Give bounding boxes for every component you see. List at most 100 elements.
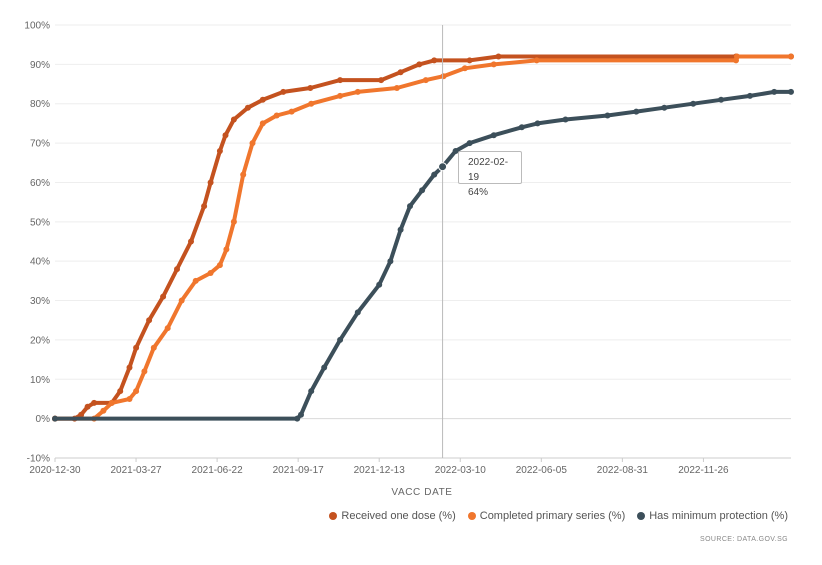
data-point [141, 368, 148, 375]
data-point [337, 77, 344, 84]
series-line [53, 54, 793, 421]
data-point [633, 108, 640, 115]
x-tick-label: 2020-12-30 [29, 465, 81, 476]
data-point [431, 57, 438, 64]
data-point [466, 57, 473, 64]
data-point [174, 266, 180, 273]
series-line [53, 89, 793, 421]
data-point [52, 415, 58, 422]
series-2 [52, 53, 794, 422]
legend-swatch-has-minimum-protection [637, 512, 646, 520]
data-point [440, 73, 447, 80]
axes: -10% 0% 10% 20% 30% 40% 50% 60% 70% 80% 90% 100% 202… [24, 21, 791, 476]
data-point [126, 396, 133, 402]
tooltip-date: 2022-02-19 [468, 157, 509, 183]
data-point [133, 344, 140, 351]
y-tick-label: 70% [30, 139, 50, 150]
data-point [230, 218, 237, 225]
x-tick-label: 2021-06-22 [192, 465, 244, 476]
data-point [321, 364, 328, 371]
hover-cursor [438, 25, 448, 458]
data-point [146, 317, 153, 324]
data-point [407, 203, 413, 210]
data-point [354, 309, 361, 316]
data-point [562, 116, 569, 123]
data-point [771, 88, 778, 95]
data-point [222, 132, 229, 139]
y-tick-label: 90% [30, 60, 50, 71]
data-point [207, 270, 214, 276]
data-point [376, 281, 383, 288]
data-point [533, 57, 540, 64]
data-point [150, 344, 157, 351]
data-point [192, 277, 199, 284]
data-point [378, 77, 385, 84]
data-point [419, 187, 426, 194]
legend-swatch-completed-primary-series [467, 512, 476, 520]
data-point [160, 293, 167, 300]
x-tick-label: 2022-11-26 [678, 465, 729, 476]
x-tick-label: 2021-09-17 [273, 465, 325, 476]
data-point [298, 411, 304, 418]
data-point [416, 61, 423, 68]
data-point [747, 92, 753, 99]
data-point [216, 262, 223, 269]
data-point [117, 388, 124, 395]
x-axis-title: VACC DATE [391, 487, 452, 498]
data-point [178, 297, 185, 304]
data-point [249, 140, 256, 147]
data-point [288, 108, 295, 115]
data-point [661, 104, 668, 111]
data-point [422, 77, 429, 84]
data-point [259, 96, 266, 103]
data-point [490, 132, 497, 139]
data-point [354, 88, 361, 95]
y-tick-label: 30% [30, 296, 50, 307]
data-point [431, 171, 438, 178]
data-point [397, 69, 404, 76]
data-point [495, 53, 502, 60]
legend-item-has-minimum-protection[interactable]: Has minimum protection (%) [637, 510, 788, 522]
y-tick-label: 80% [30, 99, 50, 110]
data-point [490, 61, 497, 68]
y-tick-label: 60% [30, 178, 50, 189]
y-tick-label: 40% [30, 257, 50, 268]
data-point [518, 124, 525, 131]
x-tick-label: 2022-08-31 [597, 465, 649, 476]
legend-swatch-received-one-dose [329, 512, 338, 520]
data-point [201, 203, 208, 210]
y-tick-label: 20% [30, 335, 50, 346]
legend-item-completed-primary-series[interactable]: Completed primary series (%) [467, 510, 626, 522]
tooltip: 2022-02-19 64% [458, 151, 522, 198]
grid-lines [55, 24, 791, 459]
series-lines [52, 53, 794, 422]
source-note: SOURCE: DATA.GOV.SG [700, 536, 788, 543]
legend-label: Completed primary series (%) [479, 510, 626, 522]
legend-item-received-one-dose[interactable]: Received one dose (%) [329, 510, 456, 522]
data-point [207, 179, 214, 186]
data-point [690, 100, 697, 107]
legend-label: Has minimum protection (%) [649, 510, 788, 522]
data-point [393, 85, 400, 91]
data-point [273, 112, 280, 119]
data-point [91, 399, 98, 406]
data-point [78, 411, 85, 418]
x-tick-label: 2021-12-13 [354, 465, 406, 476]
y-tick-label: 100% [24, 21, 50, 32]
data-point [387, 258, 394, 265]
data-point [308, 388, 315, 395]
data-point [604, 112, 611, 119]
series-3 [52, 88, 794, 422]
data-point [240, 171, 247, 178]
data-point [452, 148, 459, 154]
data-point [133, 388, 140, 395]
x-tick-label: 2022-03-10 [435, 465, 487, 476]
series-1 [52, 53, 794, 422]
y-tick-label: 50% [30, 217, 50, 228]
data-point [126, 364, 133, 371]
data-point [100, 407, 107, 414]
legend-label: Received one dose (%) [341, 510, 456, 522]
data-point [223, 246, 230, 253]
